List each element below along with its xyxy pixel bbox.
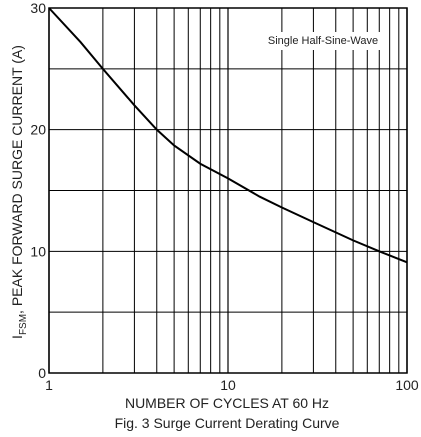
y-axis-label-subscript: FSM bbox=[18, 314, 29, 335]
derating-curve bbox=[48, 7, 408, 264]
x-tick-label: 1 bbox=[45, 377, 53, 393]
plot-frame bbox=[48, 7, 408, 374]
y-axis-label-main: I bbox=[9, 335, 25, 339]
tick-labels: 1 10 100 0 10 20 30 bbox=[30, 0, 418, 393]
figure-caption: Fig. 3 Surge Current Derating Curve bbox=[115, 415, 340, 431]
y-tick-label: 10 bbox=[30, 243, 46, 259]
y-tick-label: 30 bbox=[30, 0, 46, 16]
y-axis-label-rest: , PEAK FORWARD SURGE CURRENT (A) bbox=[9, 45, 25, 314]
annotation-label: Single Half-Sine-Wave bbox=[268, 35, 378, 47]
x-tick-label: 10 bbox=[220, 377, 236, 393]
grid-lines bbox=[48, 7, 408, 374]
x-tick-label: 100 bbox=[395, 377, 419, 393]
y-tick-label: 0 bbox=[38, 365, 46, 381]
annotation-background bbox=[262, 32, 384, 50]
y-axis-label: IFSM, PEAK FORWARD SURGE CURRENT (A) bbox=[9, 45, 29, 339]
y-tick-label: 20 bbox=[30, 122, 46, 138]
x-axis-label: NUMBER OF CYCLES AT 60 Hz bbox=[125, 395, 329, 411]
